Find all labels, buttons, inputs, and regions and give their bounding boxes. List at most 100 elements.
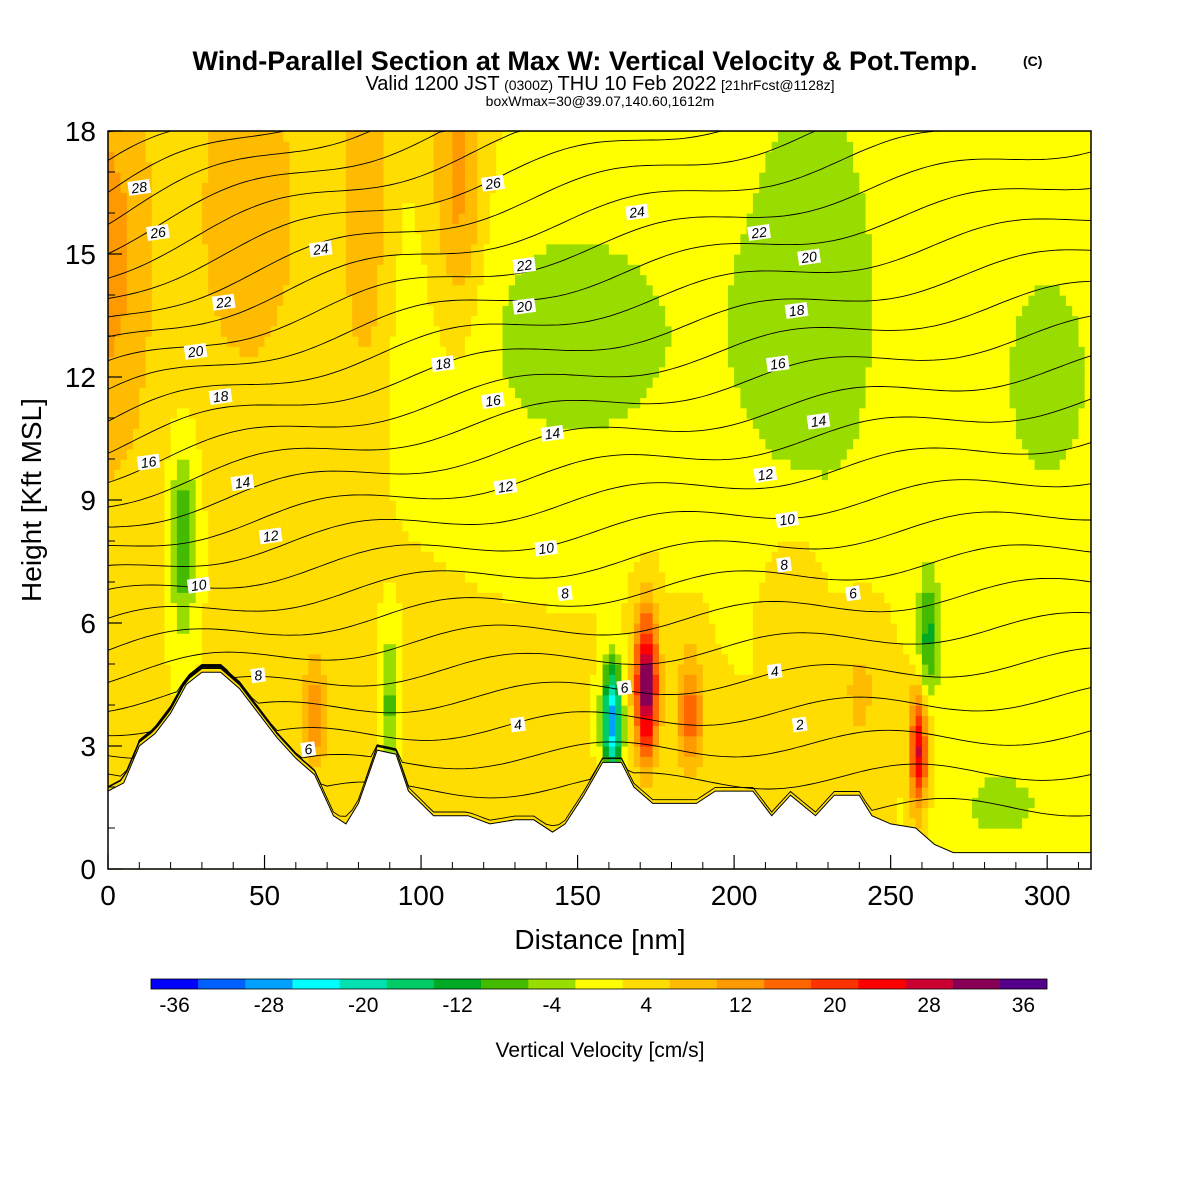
velocity-cell [477,274,485,286]
velocity-cell [126,684,134,696]
velocity-cell [527,161,535,173]
velocity-cell [364,653,372,665]
velocity-cell [339,254,347,265]
velocity-cell [358,305,366,317]
velocity-cell [352,797,360,809]
velocity-cell [327,797,334,809]
velocity-cell [364,643,372,655]
velocity-cell [108,715,115,727]
velocity-cell [302,459,309,470]
velocity-cell [515,325,522,337]
velocity-cell [220,633,228,645]
velocity-cell [502,366,510,378]
velocity-cell [352,325,360,337]
velocity-cell [540,725,547,737]
velocity-cell [314,202,322,214]
velocity-cell [433,459,441,470]
velocity-cell [383,448,391,460]
velocity-cell [339,131,347,142]
velocity-cell [151,202,159,214]
velocity-cell [371,530,378,542]
velocity-cell [164,459,172,470]
velocity-cell [377,325,385,337]
velocity-cell [258,161,266,173]
velocity-cell [408,131,416,142]
velocity-cell [233,161,241,173]
velocity-cell [320,161,328,173]
velocity-cell [521,377,529,388]
velocity-cell [320,254,328,265]
velocity-cell [464,787,472,798]
velocity-cell [521,623,529,634]
velocity-cell [233,438,241,450]
velocity-cell [308,520,316,532]
velocity-cell [158,305,165,317]
velocity-cell [364,612,372,624]
velocity-cell [208,500,216,511]
velocity-cell [151,612,159,624]
velocity-cell [108,305,115,317]
velocity-cell [496,694,504,706]
velocity-cell [533,284,541,296]
velocity-cell [389,336,397,347]
velocity-cell [220,305,228,317]
velocity-cell [527,582,535,593]
velocity-cell [339,612,347,624]
velocity-cell [515,735,522,747]
velocity-cell [477,264,485,276]
velocity-cell [108,746,115,757]
velocity-cell [339,520,347,532]
velocity-cell [145,684,153,696]
velocity-cell [108,592,115,604]
velocity-cell [377,551,385,563]
velocity-cell [508,684,516,696]
velocity-cell [277,551,284,563]
velocity-cell [508,336,516,347]
velocity-cell [389,530,397,542]
velocity-cell [383,479,391,491]
copyright-mark: (C) [1023,53,1042,69]
velocity-cell [145,653,153,665]
velocity-cell [358,592,366,604]
velocity-cell [414,489,422,501]
velocity-cell [277,387,284,399]
velocity-cell [201,459,209,470]
velocity-cell [245,520,253,532]
velocity-cell [483,561,491,573]
velocity-cell [264,202,272,214]
velocity-cell [496,284,504,296]
velocity-cell [245,305,253,317]
velocity-cell [396,131,403,142]
velocity-cell [458,746,466,757]
velocity-cell [158,694,165,706]
velocity-cell [489,715,497,727]
velocity-cell [295,356,303,368]
velocity-cell [540,797,547,809]
velocity-cell [496,192,504,204]
velocity-cell [208,438,216,450]
velocity-cell [258,202,266,214]
velocity-cell [277,315,284,327]
velocity-cell [358,500,366,511]
velocity-cell [464,202,472,214]
velocity-cell [515,643,522,655]
velocity-cell [145,705,153,716]
velocity-cell [245,243,253,255]
velocity-cell [471,202,478,214]
velocity-cell [108,254,115,265]
velocity-cell [314,223,322,235]
velocity-cell [408,766,416,778]
velocity-cell [214,459,222,470]
velocity-cell [515,356,522,368]
velocity-cell [233,428,241,440]
velocity-cell [176,254,184,265]
velocity-cell [245,377,253,388]
velocity-cell [139,305,147,317]
velocity-cell [352,582,360,593]
velocity-cell [201,479,209,491]
velocity-cell [164,500,172,511]
velocity-cell [170,407,178,419]
velocity-cell [427,797,435,809]
velocity-cell [302,274,309,286]
